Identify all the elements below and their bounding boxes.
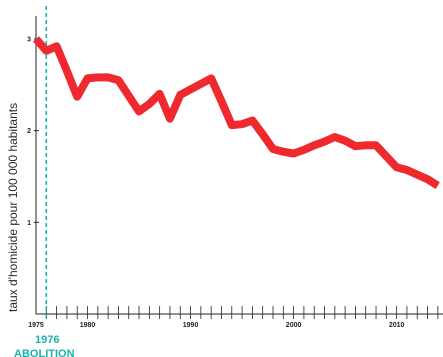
y-tick-label: 3 — [27, 36, 31, 43]
axes — [35, 16, 443, 315]
abolition-annotation: 1976 ABOLITION — [14, 6, 75, 357]
x-tick-label: 1980 — [80, 322, 96, 329]
x-tick-label: 2010 — [389, 322, 405, 329]
series-line — [32, 36, 440, 189]
x-tick-label: 1975 — [28, 322, 44, 329]
y-tick-label: 2 — [27, 128, 31, 135]
x-tick-label: 1990 — [183, 322, 199, 329]
y-tick-label: 1 — [27, 220, 31, 227]
x-tick-label: 2000 — [286, 322, 302, 329]
series-layer — [32, 36, 440, 189]
annotation-label: ABOLITION — [14, 348, 75, 357]
y-axis-title: taux d'homicide pour 100 000 habitants — [6, 103, 20, 312]
annotation-year: 1976 — [35, 334, 59, 346]
x-ticks: 1975 1980 1990 2000 2010 — [28, 306, 439, 329]
y-ticks: 1 2 3 — [27, 36, 39, 227]
